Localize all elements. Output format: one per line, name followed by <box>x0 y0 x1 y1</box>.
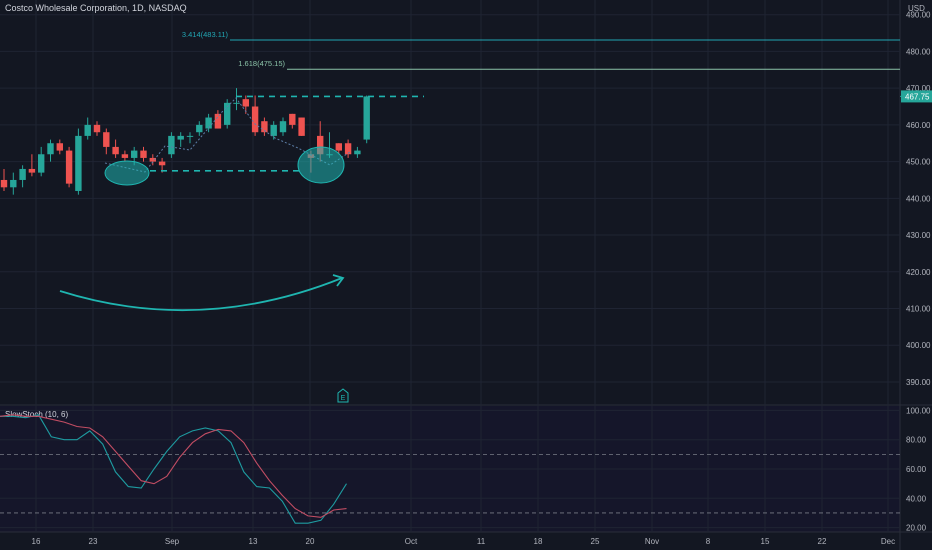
right-shoulder-ellipse <box>297 146 345 184</box>
candle-body[interactable] <box>38 154 45 173</box>
fibonacci-level-label: 1.618(475.15) <box>238 59 285 68</box>
candle-body[interactable] <box>205 117 212 129</box>
time-tick-label: 22 <box>818 537 827 546</box>
candle-body[interactable] <box>158 161 166 166</box>
curved-arrow <box>59 277 343 312</box>
candle-body[interactable] <box>168 135 175 155</box>
stochastic-d-line[interactable] <box>0 414 347 518</box>
candle-body[interactable] <box>335 143 342 151</box>
earnings-marker[interactable]: E <box>337 388 349 403</box>
annotations: 3.414(483.11) 1.618(475.15) E <box>59 30 900 403</box>
candle-body[interactable] <box>251 106 259 133</box>
candle-body[interactable] <box>233 102 240 104</box>
candle-body[interactable] <box>56 143 63 151</box>
currency-label: USD <box>908 4 925 13</box>
price-tick-label: 470.00 <box>906 84 931 93</box>
price-tick-label: 460.00 <box>906 121 931 130</box>
price-tick-label: 410.00 <box>906 305 931 314</box>
time-tick-label: 18 <box>534 537 543 546</box>
stochastic-label: SlowStoch (10, 6) <box>5 410 68 419</box>
price-tick-label: 420.00 <box>906 268 931 277</box>
price-tick-label: 390.00 <box>906 378 931 387</box>
chart-title: Costco Wholesale Corporation, 1D, NASDAQ <box>5 3 187 13</box>
candle-body[interactable] <box>140 150 147 158</box>
stochastic-panel[interactable]: SlowStoch (10, 6) <box>0 410 900 524</box>
candle-body[interactable] <box>121 154 129 158</box>
price-tick-label: 440.00 <box>906 194 931 203</box>
time-tick-label: Nov <box>645 537 659 546</box>
price-panel-background <box>0 0 932 404</box>
stochastic-tick-label: 60.00 <box>906 465 927 474</box>
candle-body[interactable] <box>289 113 296 125</box>
time-tick-label: 23 <box>89 537 98 546</box>
last-price-tag[interactable] <box>901 90 932 103</box>
candle-body[interactable] <box>75 135 82 191</box>
candle-body[interactable] <box>177 135 184 140</box>
candle-body[interactable] <box>112 146 119 155</box>
price-axis[interactable]: 390.00 400.00 410.00 420.00 430.00 440.00 450.… <box>900 11 932 533</box>
candle-body[interactable] <box>0 179 8 188</box>
time-tick-label: 25 <box>591 537 600 546</box>
candle-body[interactable] <box>149 157 156 162</box>
candle-body[interactable] <box>103 132 110 147</box>
last-price-label: 467.75 <box>905 92 930 101</box>
left-shoulder-ellipse <box>104 160 150 186</box>
candle-body[interactable] <box>84 124 91 136</box>
time-tick-label: 13 <box>249 537 258 546</box>
candle-body[interactable] <box>344 143 352 155</box>
stochastic-tick-label: 100.00 <box>906 406 931 415</box>
stochastic-tick-label: 80.00 <box>906 436 927 445</box>
candle-body[interactable] <box>93 124 101 133</box>
price-tick-label: 490.00 <box>906 11 931 20</box>
candle-body[interactable] <box>354 150 361 155</box>
price-tick-label: 400.00 <box>906 341 931 350</box>
time-tick-label: 20 <box>306 537 315 546</box>
candle-body[interactable] <box>261 121 268 133</box>
earnings-marker-label: E <box>341 395 346 402</box>
price-tick-label: 450.00 <box>906 158 931 167</box>
stochastic-tick-label: 40.00 <box>906 494 927 503</box>
time-tick-label: Oct <box>405 537 418 546</box>
candle-body[interactable] <box>224 102 231 125</box>
candle-body[interactable] <box>242 99 249 107</box>
time-tick-label: Sep <box>165 537 180 546</box>
earnings-marker-shape[interactable] <box>337 388 349 403</box>
pattern-dotted-path <box>104 97 351 173</box>
price-tick-label: 430.00 <box>906 231 931 240</box>
curved-arrow-head <box>332 274 345 287</box>
candle-body[interactable] <box>363 96 370 140</box>
stochastic-tick-label: 20.00 <box>906 524 927 533</box>
fibonacci-level-label: 3.414(483.11) <box>182 30 229 39</box>
candle-body[interactable] <box>47 143 54 155</box>
stochastic-k-line[interactable] <box>0 414 347 524</box>
time-axis[interactable]: 16 23 Sep 13 20 Oct 11 18 25 Nov 8 15 22 Dec <box>32 537 896 546</box>
candle-body[interactable] <box>10 179 17 188</box>
candle-body[interactable] <box>186 135 194 137</box>
candle-body[interactable] <box>317 135 324 155</box>
candle-body[interactable] <box>270 124 277 136</box>
candle-body[interactable] <box>19 168 26 180</box>
time-tick-label: 8 <box>706 537 711 546</box>
candle-body[interactable] <box>279 121 287 133</box>
price-tick-label: 480.00 <box>906 47 931 56</box>
time-tick-label: 11 <box>477 537 486 546</box>
candle-body[interactable] <box>65 150 73 184</box>
candle-body[interactable] <box>131 150 138 158</box>
time-tick-label: 15 <box>761 537 770 546</box>
time-tick-label: Dec <box>881 537 895 546</box>
time-tick-label: 16 <box>32 537 41 546</box>
candle-body[interactable] <box>298 117 305 136</box>
candle-body[interactable] <box>196 124 203 133</box>
candle-body[interactable] <box>214 113 222 129</box>
candle-body[interactable] <box>28 168 36 173</box>
